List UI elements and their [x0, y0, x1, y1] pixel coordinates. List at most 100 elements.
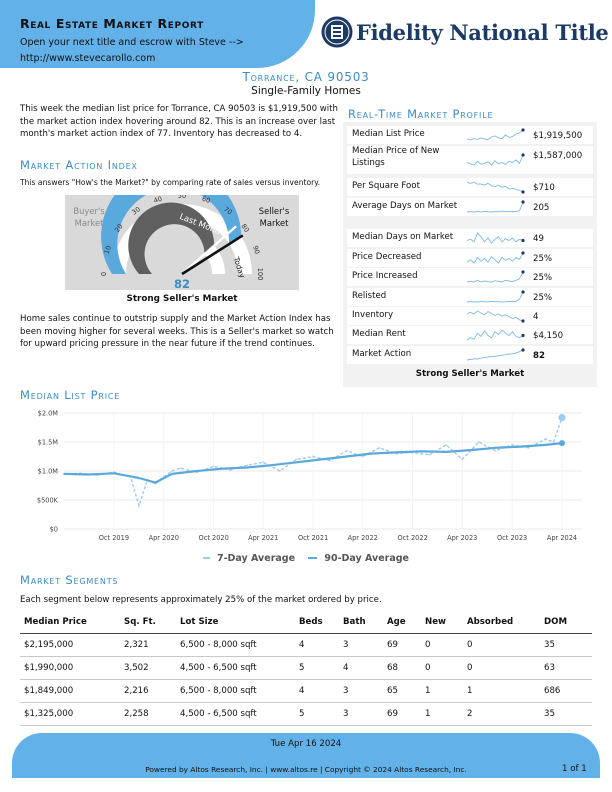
x-tick-label: Apr 2022 — [348, 534, 378, 542]
segment-cell: 0 — [463, 656, 540, 680]
segment-cell: 5 — [295, 656, 339, 680]
y-tick-label: $1.0M — [38, 468, 59, 476]
series-90day-point — [270, 464, 273, 467]
profile-row: Relisted 25% — [347, 288, 593, 306]
gauge-hub — [152, 244, 212, 274]
sparkline-current-dot — [521, 270, 525, 274]
series-90day-point — [87, 473, 90, 476]
segment-cell: 2 — [463, 702, 540, 726]
segment-cell: 686 — [540, 679, 592, 703]
segment-cell: 2,321 — [120, 633, 176, 657]
gauge-caption: Strong Seller's Market — [126, 294, 238, 304]
profile-row-value: 49 — [533, 234, 544, 244]
series-90day-point — [221, 467, 224, 470]
segment-cell: 0 — [421, 656, 463, 680]
series-90day-point — [559, 440, 565, 447]
sellers-market-label: Seller's Market — [258, 206, 290, 228]
median-list-price-chart: $2.0M $1.5M $1.0M $500K $0 Oct 2019 Apr 2020 Oc… — [37, 410, 582, 542]
profile-row-sparkline — [466, 329, 525, 341]
sparkline-trend — [466, 329, 524, 341]
series-90day-point — [154, 481, 157, 484]
x-tick-label: Oct 2021 — [298, 534, 328, 542]
profile-row: Market Action 82 — [347, 346, 593, 364]
segment-cell: 1 — [463, 679, 540, 703]
series-7day-point — [494, 449, 497, 452]
profile-row-value: 25% — [533, 293, 553, 303]
agent-website-link[interactable]: http://www.stevecarollo.com — [20, 53, 156, 64]
profile-row: Median Rent $4,150 — [347, 326, 593, 344]
segment-row: $2,195,000 2,321 6,500 - 8,000 sqft 4 3 69 0 0 3… — [20, 633, 592, 657]
segment-cell: 65 — [383, 679, 421, 703]
sparkline-current-dot — [521, 238, 525, 243]
x-tick-label: Apr 2020 — [149, 534, 179, 542]
segment-cell: 4 — [339, 656, 383, 680]
gauge-last-month-band — [128, 202, 215, 274]
segment-cell: 4 — [295, 679, 339, 703]
profile-row: Median List Price $1,919,500 — [347, 126, 593, 144]
series-7day-point — [378, 446, 381, 449]
agent-tagline: Open your next title and escrow with Ste… — [20, 37, 244, 48]
sparkline-trend — [466, 181, 524, 193]
segment-cell: $2,195,000 — [20, 633, 120, 657]
gauge-inner-track — [204, 245, 225, 274]
series-7day-point — [461, 458, 464, 461]
segment-row: $1,849,000 2,216 6,500 - 8,000 sqft 4 3 65 1 1 6… — [20, 679, 592, 703]
series-90day-point — [369, 452, 372, 455]
gauge-tick-label: 40 — [153, 195, 163, 205]
profile-heading: Real-Time Market Profile — [348, 107, 494, 121]
col-age: Age — [383, 611, 421, 634]
sparkline-trend — [466, 232, 524, 244]
legend-item-90day: 90-Day Average — [308, 553, 409, 564]
profile-row-label: Inventory — [352, 310, 394, 320]
series-7day-point — [328, 459, 331, 462]
col-lot-size: Lot Size — [176, 611, 295, 634]
profile-row-value: 82 — [533, 351, 545, 361]
sparkline-current-dot — [521, 128, 525, 132]
segment-cell: 0 — [463, 633, 540, 657]
profile-row-sparkline — [466, 270, 525, 283]
segment-cell: 4 — [295, 633, 339, 657]
profile-row-label: Relisted — [352, 291, 387, 301]
sparkline-trend — [466, 291, 524, 303]
segment-cell: 6,500 - 8,000 sqft — [176, 679, 295, 703]
col-dom: DOM — [540, 611, 592, 634]
segment-cell: 1 — [421, 702, 463, 726]
gauge-tick-label: 100 — [256, 268, 264, 281]
segment-cell: 4,500 - 6,500 sqft — [176, 702, 295, 726]
sparkline-current-dot — [521, 319, 525, 323]
segment-cell: 3,502 — [120, 656, 176, 680]
sparkline-current-dot — [521, 190, 525, 194]
series-7day-point — [345, 449, 348, 452]
market-action-heading: Market Action Index — [20, 158, 138, 172]
profile-row-sparkline — [466, 232, 525, 244]
profile-row-sparkline — [466, 200, 525, 213]
segment-cell: 5 — [295, 702, 339, 726]
gauge-tick-label: 80 — [239, 222, 250, 233]
series-7day-point — [312, 455, 315, 458]
x-tick-label: Oct 2019 — [99, 534, 129, 542]
y-tick-label: $1.5M — [38, 439, 59, 447]
x-tick-label: Oct 2023 — [497, 534, 527, 542]
series-7day-point — [295, 458, 298, 461]
col-new: New — [421, 611, 463, 634]
profile-row: Median Price of New Listings $1,587,000 — [347, 146, 593, 174]
series-7day-point — [137, 504, 140, 507]
profile-row-value: $710 — [533, 183, 555, 193]
series-7day-point — [262, 461, 265, 464]
market-segments-heading: Market Segments — [20, 573, 119, 587]
legend-label-90day: 90-Day Average — [324, 552, 409, 564]
series-90day-point — [112, 472, 115, 475]
series-90day-point — [345, 455, 348, 458]
segment-cell: $1,849,000 — [20, 679, 120, 703]
profile-row-label: Price Increased — [352, 271, 418, 281]
gauge-last-month-needle — [181, 225, 237, 275]
segments-intro: Each segment below represents approximat… — [20, 595, 382, 605]
series-90day-point — [420, 450, 423, 453]
segment-cell: 1 — [421, 679, 463, 703]
property-type: Single-Family Homes — [251, 85, 361, 97]
report-title: Real Estate Market Report — [20, 16, 204, 31]
gauge-tick-label: 60 — [201, 195, 211, 205]
col-sqft: Sq. Ft. — [120, 611, 176, 634]
median-list-price-heading: Median List Price — [20, 388, 121, 402]
sparkline-trend — [466, 252, 524, 264]
